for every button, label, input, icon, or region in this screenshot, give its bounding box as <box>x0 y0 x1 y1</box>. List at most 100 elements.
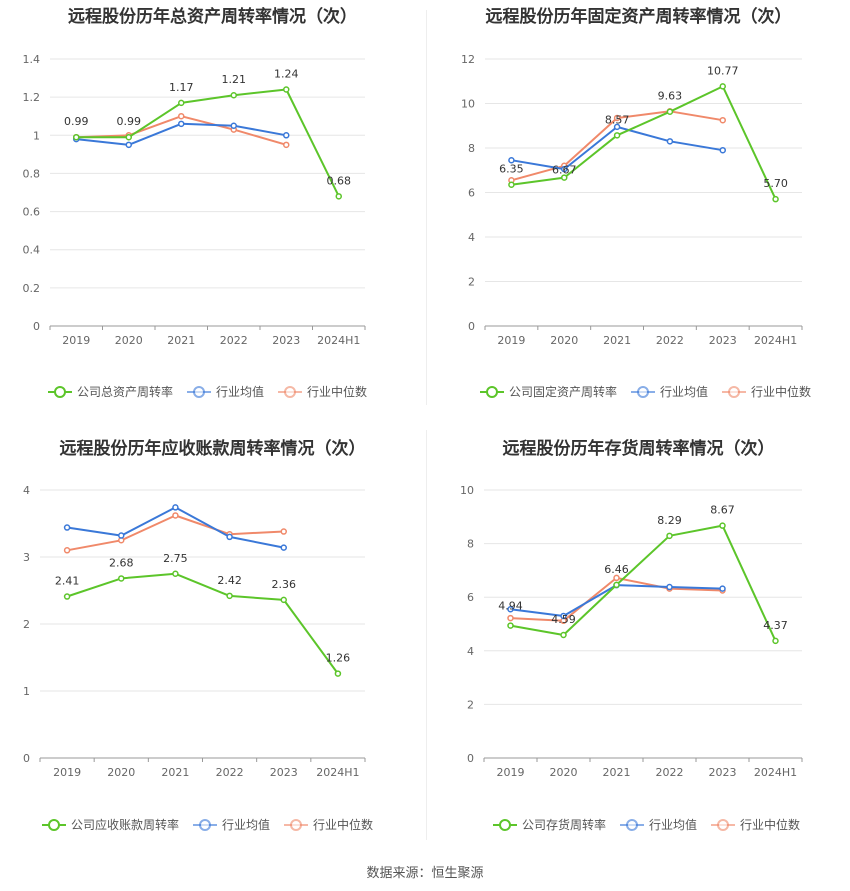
legend-symbol-icon <box>278 385 303 398</box>
data-label: 10.77 <box>707 64 739 77</box>
legend-item-median[interactable]: 行业中位数 <box>722 383 811 400</box>
y-tick-label: 0 <box>467 752 474 765</box>
y-tick-label: 10 <box>460 484 474 497</box>
y-tick-label: 1 <box>33 129 40 142</box>
legend-item-average[interactable]: 行业均值 <box>620 816 697 833</box>
chart-plot: 0 2 4 6 8 10 12 2019 2020 2021 2022 2023 2024H1 6.35 6… <box>461 53 803 347</box>
x-tick-label: 2020 <box>115 334 143 347</box>
data-label: 0.68 <box>327 174 352 187</box>
legend-label: 行业中位数 <box>313 818 374 832</box>
x-tick-label: 2023 <box>709 334 737 347</box>
data-point <box>507 614 514 622</box>
y-tick-label: 12 <box>461 53 475 66</box>
data-point <box>280 544 287 551</box>
legend-item-average[interactable]: 行业均值 <box>631 383 708 400</box>
chart-legend: 公司应收账款周转率 行业均值 行业中位数 <box>42 816 387 833</box>
legend-item-company[interactable]: 公司固定资产周转率 <box>480 383 617 400</box>
fixed-asset-turnover-chart: 远程股份历年固定资产周转率情况（次） 0 2 4 6 8 10 12 2019 2020 2021… <box>427 0 850 420</box>
data-point <box>178 120 185 128</box>
data-point <box>719 83 726 90</box>
company-series-line <box>510 524 777 642</box>
data-point <box>561 165 568 173</box>
legend-label: 公司存货周转率 <box>522 818 607 832</box>
legend-symbol-icon <box>711 818 736 831</box>
data-point <box>560 612 567 620</box>
data-point <box>666 583 673 591</box>
total-asset-turnover-chart: 远程股份历年总资产周转率情况（次） 0 0.2 0.4 0.6 0.8 1 1.2 1.4 20… <box>0 0 425 420</box>
legend-item-company[interactable]: 公司总资产周转率 <box>48 383 173 400</box>
data-label: 1.21 <box>222 73 247 86</box>
data-point <box>73 133 80 141</box>
data-label: 0.99 <box>64 115 89 128</box>
legend-item-average[interactable]: 行业均值 <box>193 816 270 833</box>
legend-label: 行业中位数 <box>740 818 801 832</box>
x-tick-label: 2020 <box>550 334 578 347</box>
legend-item-median[interactable]: 行业中位数 <box>711 816 800 833</box>
y-tick-label: 0 <box>33 320 40 333</box>
x-tick-label: 2020 <box>107 766 135 779</box>
panel-divider <box>426 430 427 840</box>
data-label: 8.29 <box>657 514 682 527</box>
company-series-line <box>66 572 339 675</box>
data-point <box>719 116 726 124</box>
y-tick-label: 4 <box>467 645 474 658</box>
data-point <box>719 146 726 154</box>
data-point <box>118 575 125 582</box>
data-label: 9.63 <box>658 90 683 103</box>
data-point <box>283 132 290 139</box>
data-label: 8.57 <box>605 113 630 126</box>
y-tick-label: 8 <box>468 142 475 155</box>
data-point <box>230 122 237 129</box>
chart-title: 远程股份历年存货周转率情况（次） <box>502 439 775 459</box>
y-tick-label: 0.6 <box>23 206 41 219</box>
y-tick-label: 6 <box>468 187 475 200</box>
legend-item-company[interactable]: 公司存货周转率 <box>493 816 606 833</box>
legend-item-company[interactable]: 公司应收账款周转率 <box>42 816 179 833</box>
legend-symbol-icon <box>193 818 218 831</box>
chart-title: 远程股份历年固定资产周转率情况（次） <box>485 7 792 27</box>
data-label: 8.67 <box>710 504 735 517</box>
data-point <box>719 585 726 592</box>
data-label: 6.67 <box>552 164 577 177</box>
x-tick-label: 2022 <box>220 334 248 347</box>
legend-label: 行业均值 <box>216 385 265 399</box>
legend-symbol-icon <box>631 385 656 398</box>
legend-item-median[interactable]: 行业中位数 <box>278 383 367 400</box>
data-point <box>172 504 179 511</box>
legend-label: 公司总资产周转率 <box>77 385 174 399</box>
data-point <box>63 524 71 531</box>
y-tick-label: 1.2 <box>23 91 41 104</box>
y-tick-label: 2 <box>23 618 30 631</box>
data-point <box>125 133 132 141</box>
data-point <box>230 91 237 99</box>
chart-plot: 0 0.2 0.4 0.6 0.8 1 1.2 1.4 2019 2020 2021 2022 2023… <box>23 53 366 347</box>
data-label: 2.68 <box>109 556 134 569</box>
x-tick-label: 2020 <box>550 766 578 779</box>
legend-item-median[interactable]: 行业中位数 <box>284 816 373 833</box>
y-tick-label: 1.4 <box>23 53 41 66</box>
data-label: 2.36 <box>272 578 297 591</box>
data-point <box>178 112 185 120</box>
x-tick-label: 2021 <box>603 334 631 347</box>
legend-label: 公司固定资产周转率 <box>509 385 618 399</box>
legend-label: 行业均值 <box>222 818 271 832</box>
data-point <box>63 547 71 554</box>
data-point <box>118 532 125 539</box>
legend-item-average[interactable]: 行业均值 <box>187 383 264 400</box>
data-label: 1.24 <box>274 68 299 81</box>
legend-label: 行业均值 <box>649 818 698 832</box>
data-point <box>508 181 515 188</box>
company-series-line <box>76 88 340 197</box>
data-point <box>280 528 287 535</box>
legend-symbol-icon <box>284 818 309 831</box>
chart-legend: 公司固定资产周转率 行业均值 行业中位数 <box>480 383 825 400</box>
x-tick-label: 2021 <box>161 766 189 779</box>
chart-plot: 0 1 2 3 4 2019 2020 2021 2022 2023 2024H1 2.41 2.68 2… <box>23 484 366 779</box>
y-tick-label: 10 <box>461 98 475 111</box>
data-point <box>172 512 179 519</box>
data-point <box>561 174 568 181</box>
data-label: 1.17 <box>169 81 194 94</box>
y-tick-label: 0.8 <box>23 167 41 180</box>
data-point <box>613 574 620 582</box>
data-label: 6.35 <box>499 163 524 176</box>
